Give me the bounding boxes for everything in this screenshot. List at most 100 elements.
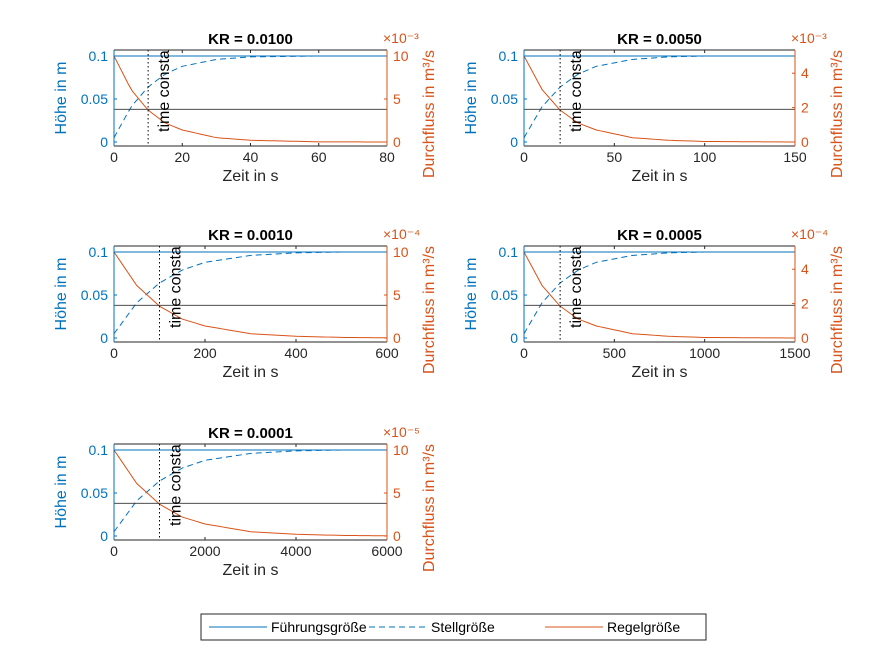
series-regelgroesse bbox=[524, 55, 795, 143]
x-tick-label: 4000 bbox=[280, 543, 311, 559]
x-tick-label: 2000 bbox=[189, 543, 220, 559]
y-right-tick-label: 4 bbox=[801, 65, 809, 81]
y-left-tick-label: 0 bbox=[510, 134, 518, 150]
x-tick-label: 0 bbox=[110, 345, 118, 361]
y-left-tick-label: 0.1 bbox=[499, 244, 519, 260]
series-stellgroesse bbox=[114, 251, 387, 334]
x-tick-label: 60 bbox=[311, 149, 327, 165]
x-tick-label: 0 bbox=[110, 149, 118, 165]
subplot-2: KR = 0.0050 0 50 100 150 Zeit in s 0 0.05 0.1 0 2 4… bbox=[463, 30, 846, 185]
subplot-3: KR = 0.0010 0 200 400 600 Zeit in s 0 0.05 0.1 0 5… bbox=[53, 226, 438, 381]
y-right-tick-label: 2 bbox=[801, 100, 809, 116]
y-left-tick-label: 0.05 bbox=[81, 485, 108, 501]
y-left-tick-label: 0 bbox=[100, 330, 108, 346]
series-regelgroesse bbox=[114, 449, 387, 537]
time-constant-label: time constant bbox=[168, 430, 185, 526]
y-left-tick-label: 0.05 bbox=[81, 91, 108, 107]
x-tick-label: 1000 bbox=[689, 345, 720, 361]
series-regelgroesse bbox=[114, 55, 387, 143]
subplot-1: KR = 0.0100 0 20 40 60 80 Zeit in s 0 0.05 0.1 0 5 1… bbox=[53, 30, 438, 185]
legend-label: Führungsgröße bbox=[271, 619, 367, 635]
y-right-axis-label: Durchfluss in m³/s bbox=[829, 246, 846, 374]
series-stellgroesse bbox=[114, 449, 387, 532]
y-right-tick-label: 5 bbox=[393, 287, 401, 303]
time-constant-label: time constant bbox=[156, 36, 173, 132]
x-tick-label: 1500 bbox=[779, 345, 810, 361]
y-right-axis-label: Durchfluss in m³/s bbox=[421, 246, 438, 374]
x-tick-label: 6000 bbox=[371, 543, 402, 559]
x-tick-label: 20 bbox=[174, 149, 190, 165]
y-right-tick-label: 0 bbox=[393, 134, 401, 150]
y-left-tick-label: 0.1 bbox=[499, 48, 519, 64]
series-stellgroesse bbox=[524, 251, 795, 334]
x-axis-label: Zeit in s bbox=[631, 364, 687, 381]
legend: Führungsgröße Stellgröße Regelgröße bbox=[200, 613, 707, 641]
x-tick-label: 200 bbox=[193, 345, 217, 361]
y-left-tick-label: 0.1 bbox=[89, 48, 109, 64]
x-axis-label: Zeit in s bbox=[631, 168, 687, 185]
plot-area: time constant bbox=[114, 36, 387, 146]
x-tick-label: 500 bbox=[603, 345, 627, 361]
plot-area: time constant bbox=[524, 36, 795, 146]
x-tick-label: 80 bbox=[379, 149, 395, 165]
y-right-tick-label: 10 bbox=[393, 244, 409, 260]
y-right-exponent: ×10⁻⁴ bbox=[791, 226, 828, 242]
x-tick-label: 600 bbox=[375, 345, 399, 361]
y-right-exponent: ×10⁻³ bbox=[791, 30, 827, 46]
y-right-tick-label: 5 bbox=[393, 485, 401, 501]
time-constant-label: time constant bbox=[168, 232, 185, 328]
y-left-axis-label: Höhe in m bbox=[53, 258, 70, 331]
subplot-title: KR = 0.0100 bbox=[208, 31, 293, 48]
y-right-exponent: ×10⁻⁵ bbox=[383, 424, 420, 440]
x-tick-label: 0 bbox=[110, 543, 118, 559]
legend-label: Regelgröße bbox=[607, 619, 680, 635]
x-tick-label: 40 bbox=[243, 149, 259, 165]
y-right-axis-label: Durchfluss in m³/s bbox=[829, 50, 846, 178]
x-axis-label: Zeit in s bbox=[222, 364, 278, 381]
y-right-tick-label: 0 bbox=[801, 330, 809, 346]
y-left-axis-label: Höhe in m bbox=[463, 258, 480, 331]
x-tick-label: 150 bbox=[783, 149, 807, 165]
y-left-axis-label: Höhe in m bbox=[463, 62, 480, 135]
y-left-tick-label: 0.1 bbox=[89, 442, 109, 458]
x-tick-label: 0 bbox=[520, 149, 528, 165]
y-right-tick-label: 4 bbox=[801, 261, 809, 277]
y-left-tick-label: 0 bbox=[100, 528, 108, 544]
series-stellgroesse bbox=[524, 55, 795, 138]
subplot-title: KR = 0.0050 bbox=[617, 31, 702, 48]
plot-area: time constant bbox=[524, 232, 795, 342]
y-right-axis-label: Durchfluss in m³/s bbox=[421, 50, 438, 178]
y-left-axis-label: Höhe in m bbox=[53, 456, 70, 529]
legend-box bbox=[200, 613, 707, 641]
y-left-tick-label: 0.05 bbox=[81, 287, 108, 303]
x-tick-label: 100 bbox=[693, 149, 717, 165]
x-axis-label: Zeit in s bbox=[222, 168, 278, 185]
series-regelgroesse bbox=[114, 251, 387, 339]
y-right-tick-label: 5 bbox=[393, 91, 401, 107]
time-constant-label: time constant bbox=[568, 36, 585, 132]
plot-area: time constant bbox=[114, 430, 387, 540]
y-right-tick-label: 0 bbox=[393, 330, 401, 346]
plot-area: time constant bbox=[114, 232, 387, 342]
x-axis-label: Zeit in s bbox=[222, 562, 278, 579]
subplot-5: KR = 0.0001 0 2000 4000 6000 Zeit in s 0 0.05 0.… bbox=[53, 424, 438, 579]
y-left-tick-label: 0.1 bbox=[89, 244, 109, 260]
x-tick-label: 400 bbox=[284, 345, 308, 361]
subplot-title: KR = 0.0010 bbox=[208, 227, 293, 244]
subplot-4: KR = 0.0005 0 500 1000 1500 Zeit in s 0 0.05 0.1… bbox=[463, 226, 846, 381]
series-regelgroesse bbox=[524, 251, 795, 339]
y-right-exponent: ×10⁻⁴ bbox=[383, 226, 420, 242]
y-right-tick-label: 0 bbox=[801, 134, 809, 150]
y-left-axis-label: Höhe in m bbox=[53, 62, 70, 135]
legend-label: Stellgröße bbox=[431, 619, 495, 635]
x-tick-label: 50 bbox=[607, 149, 623, 165]
y-left-tick-label: 0.05 bbox=[491, 91, 518, 107]
x-tick-label: 0 bbox=[520, 345, 528, 361]
y-right-tick-label: 2 bbox=[801, 296, 809, 312]
y-right-exponent: ×10⁻³ bbox=[383, 30, 419, 46]
subplot-title: KR = 0.0001 bbox=[208, 425, 293, 442]
y-right-tick-label: 10 bbox=[393, 442, 409, 458]
time-constant-label: time constant bbox=[568, 232, 585, 328]
